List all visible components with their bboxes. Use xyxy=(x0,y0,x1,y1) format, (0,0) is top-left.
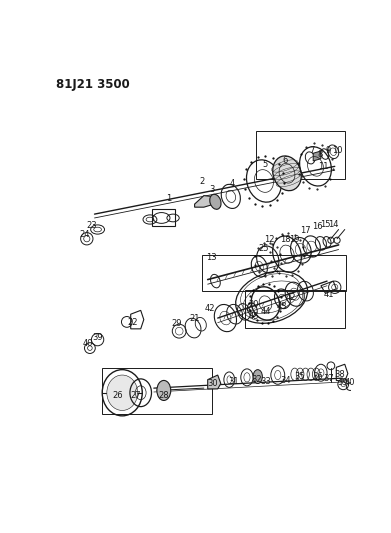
Text: 40: 40 xyxy=(83,339,93,348)
Text: 19: 19 xyxy=(289,235,300,244)
Text: 22: 22 xyxy=(128,318,138,327)
Text: 6: 6 xyxy=(283,156,288,165)
Text: 37: 37 xyxy=(323,374,334,383)
Text: 9: 9 xyxy=(325,147,330,156)
Text: 26: 26 xyxy=(112,391,123,400)
Text: 14: 14 xyxy=(328,220,339,229)
Text: 13: 13 xyxy=(206,254,217,262)
Text: 41: 41 xyxy=(324,290,335,300)
Text: 7: 7 xyxy=(309,147,314,156)
Text: 81J21 3500: 81J21 3500 xyxy=(56,78,130,91)
Text: 4: 4 xyxy=(230,179,235,188)
Text: 33: 33 xyxy=(260,377,271,386)
Text: 17: 17 xyxy=(300,226,311,235)
Ellipse shape xyxy=(210,195,221,209)
Text: 2: 2 xyxy=(200,176,205,185)
Text: 25: 25 xyxy=(259,244,269,253)
Text: 42: 42 xyxy=(285,293,296,302)
Text: 34: 34 xyxy=(280,376,291,385)
Text: 5: 5 xyxy=(263,159,268,168)
Text: 30: 30 xyxy=(208,379,219,388)
Text: 27: 27 xyxy=(131,391,142,400)
Text: 44: 44 xyxy=(260,308,271,317)
Polygon shape xyxy=(195,196,212,207)
Text: 35: 35 xyxy=(295,372,305,381)
Text: 40: 40 xyxy=(345,378,355,387)
Text: 20: 20 xyxy=(249,301,259,310)
Text: 10: 10 xyxy=(333,147,343,156)
Bar xyxy=(152,209,175,227)
Text: 39: 39 xyxy=(92,333,103,342)
Ellipse shape xyxy=(107,375,138,410)
Text: 43: 43 xyxy=(277,302,288,311)
Text: 42: 42 xyxy=(205,304,215,313)
Text: 38: 38 xyxy=(335,370,346,379)
Text: 3: 3 xyxy=(209,185,214,194)
Polygon shape xyxy=(313,151,321,161)
Text: 31: 31 xyxy=(228,377,239,386)
Text: 12: 12 xyxy=(264,235,274,244)
Text: 21: 21 xyxy=(189,313,200,322)
Ellipse shape xyxy=(157,381,171,400)
Text: 32: 32 xyxy=(251,375,262,384)
Text: 23: 23 xyxy=(87,221,97,230)
Text: 1: 1 xyxy=(167,194,172,203)
Text: 24: 24 xyxy=(79,230,90,239)
Text: 8: 8 xyxy=(317,150,323,159)
Polygon shape xyxy=(208,375,221,389)
Ellipse shape xyxy=(253,370,262,384)
Ellipse shape xyxy=(273,156,301,191)
Text: 15: 15 xyxy=(320,220,331,229)
Text: 36: 36 xyxy=(312,372,323,381)
Text: 16: 16 xyxy=(312,222,323,231)
Text: 29: 29 xyxy=(172,319,182,328)
Text: 39: 39 xyxy=(337,378,348,387)
Text: 11: 11 xyxy=(318,162,328,171)
Text: 28: 28 xyxy=(158,391,169,400)
Text: 18: 18 xyxy=(280,235,291,244)
Text: 45: 45 xyxy=(249,312,259,321)
